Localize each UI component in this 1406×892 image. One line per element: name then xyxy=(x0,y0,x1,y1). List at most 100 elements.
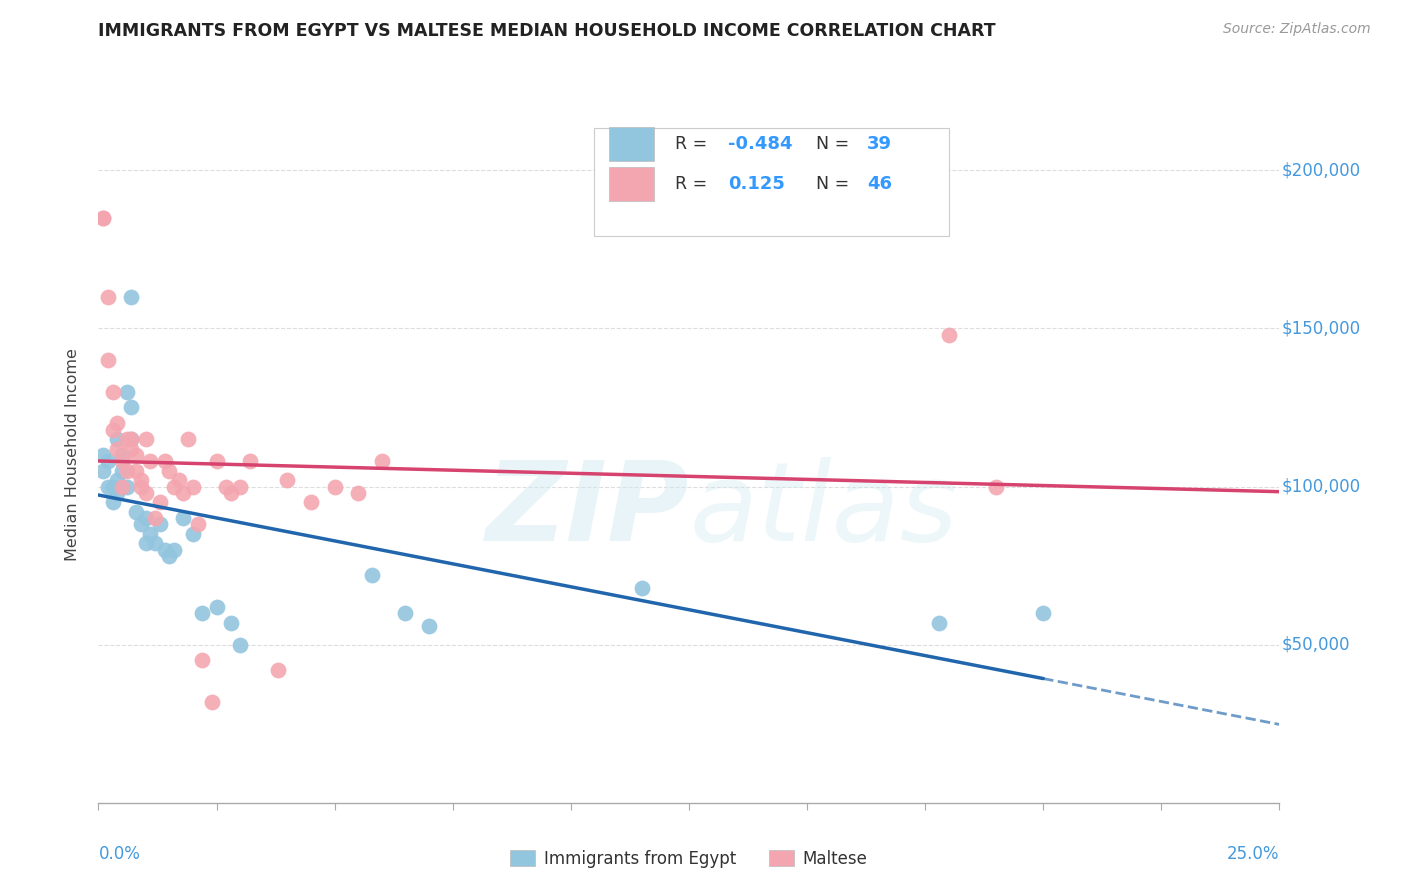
Point xyxy=(121,290,143,304)
Point xyxy=(205,454,228,468)
Point xyxy=(163,479,186,493)
Point xyxy=(299,495,322,509)
Point xyxy=(276,473,298,487)
Point xyxy=(143,511,166,525)
Point xyxy=(172,486,194,500)
Point xyxy=(143,536,166,550)
Point xyxy=(111,479,134,493)
Point xyxy=(323,479,346,493)
Point xyxy=(101,479,124,493)
Point xyxy=(125,464,148,478)
Point xyxy=(157,464,180,478)
Legend: Immigrants from Egypt, Maltese: Immigrants from Egypt, Maltese xyxy=(503,843,875,874)
Point xyxy=(205,599,228,614)
Text: Source: ZipAtlas.com: Source: ZipAtlas.com xyxy=(1223,22,1371,37)
Point xyxy=(984,479,1007,493)
Point xyxy=(163,542,186,557)
Point xyxy=(115,432,138,446)
Text: $200,000: $200,000 xyxy=(1282,161,1361,179)
Point xyxy=(191,606,214,620)
Point xyxy=(938,327,960,342)
Point xyxy=(229,479,252,493)
Point xyxy=(928,615,950,630)
Point xyxy=(135,536,157,550)
Point xyxy=(101,423,124,437)
Point xyxy=(135,432,157,446)
Point xyxy=(91,211,114,225)
Point xyxy=(115,464,138,478)
Point xyxy=(121,432,143,446)
Point xyxy=(111,454,134,468)
Text: N =: N = xyxy=(817,175,855,193)
Point xyxy=(139,454,162,468)
Text: -0.484: -0.484 xyxy=(728,135,793,153)
Point xyxy=(215,479,238,493)
Point xyxy=(172,511,194,525)
Point xyxy=(630,581,652,595)
Point xyxy=(149,495,172,509)
Point xyxy=(157,549,180,563)
Point xyxy=(125,505,148,519)
Point xyxy=(111,448,134,462)
Point xyxy=(239,454,262,468)
Point xyxy=(97,353,120,368)
FancyBboxPatch shape xyxy=(595,128,949,235)
Point xyxy=(394,606,416,620)
Point xyxy=(91,464,114,478)
Point xyxy=(347,486,370,500)
Text: 0.0%: 0.0% xyxy=(98,845,141,863)
Point xyxy=(91,448,114,462)
Point xyxy=(181,527,204,541)
Text: R =: R = xyxy=(675,175,713,193)
Text: 46: 46 xyxy=(868,175,893,193)
Point xyxy=(177,432,200,446)
Text: R =: R = xyxy=(675,135,713,153)
Point xyxy=(121,401,143,415)
Point xyxy=(111,479,134,493)
FancyBboxPatch shape xyxy=(609,127,654,161)
Point xyxy=(191,653,214,667)
Text: N =: N = xyxy=(817,135,855,153)
Text: 0.125: 0.125 xyxy=(728,175,785,193)
Text: $100,000: $100,000 xyxy=(1282,477,1361,496)
Point xyxy=(101,384,124,399)
Point xyxy=(167,473,190,487)
Point xyxy=(135,486,157,500)
Point xyxy=(105,486,128,500)
Point xyxy=(201,695,224,709)
Point xyxy=(97,454,120,468)
Point xyxy=(97,290,120,304)
Point xyxy=(111,464,134,478)
Point xyxy=(115,384,138,399)
Point xyxy=(371,454,394,468)
FancyBboxPatch shape xyxy=(609,167,654,201)
Text: 25.0%: 25.0% xyxy=(1227,845,1279,863)
Point xyxy=(129,479,152,493)
Point xyxy=(153,542,176,557)
Point xyxy=(121,442,143,456)
Point xyxy=(139,527,162,541)
Point xyxy=(105,432,128,446)
Point xyxy=(105,417,128,431)
Point xyxy=(1032,606,1054,620)
Point xyxy=(135,511,157,525)
Point xyxy=(267,663,290,677)
Point xyxy=(187,517,209,532)
Point xyxy=(121,432,143,446)
Point xyxy=(418,618,440,632)
Point xyxy=(181,479,204,493)
Text: ZIP: ZIP xyxy=(485,457,689,564)
Point xyxy=(97,479,120,493)
Point xyxy=(105,473,128,487)
Y-axis label: Median Household Income: Median Household Income xyxy=(65,349,80,561)
Point xyxy=(219,615,242,630)
Point xyxy=(229,638,252,652)
Point xyxy=(129,473,152,487)
Text: $50,000: $50,000 xyxy=(1282,636,1350,654)
Point xyxy=(153,454,176,468)
Point xyxy=(361,568,384,582)
Text: atlas: atlas xyxy=(689,457,957,564)
Point xyxy=(115,479,138,493)
Text: $150,000: $150,000 xyxy=(1282,319,1361,337)
Point xyxy=(219,486,242,500)
